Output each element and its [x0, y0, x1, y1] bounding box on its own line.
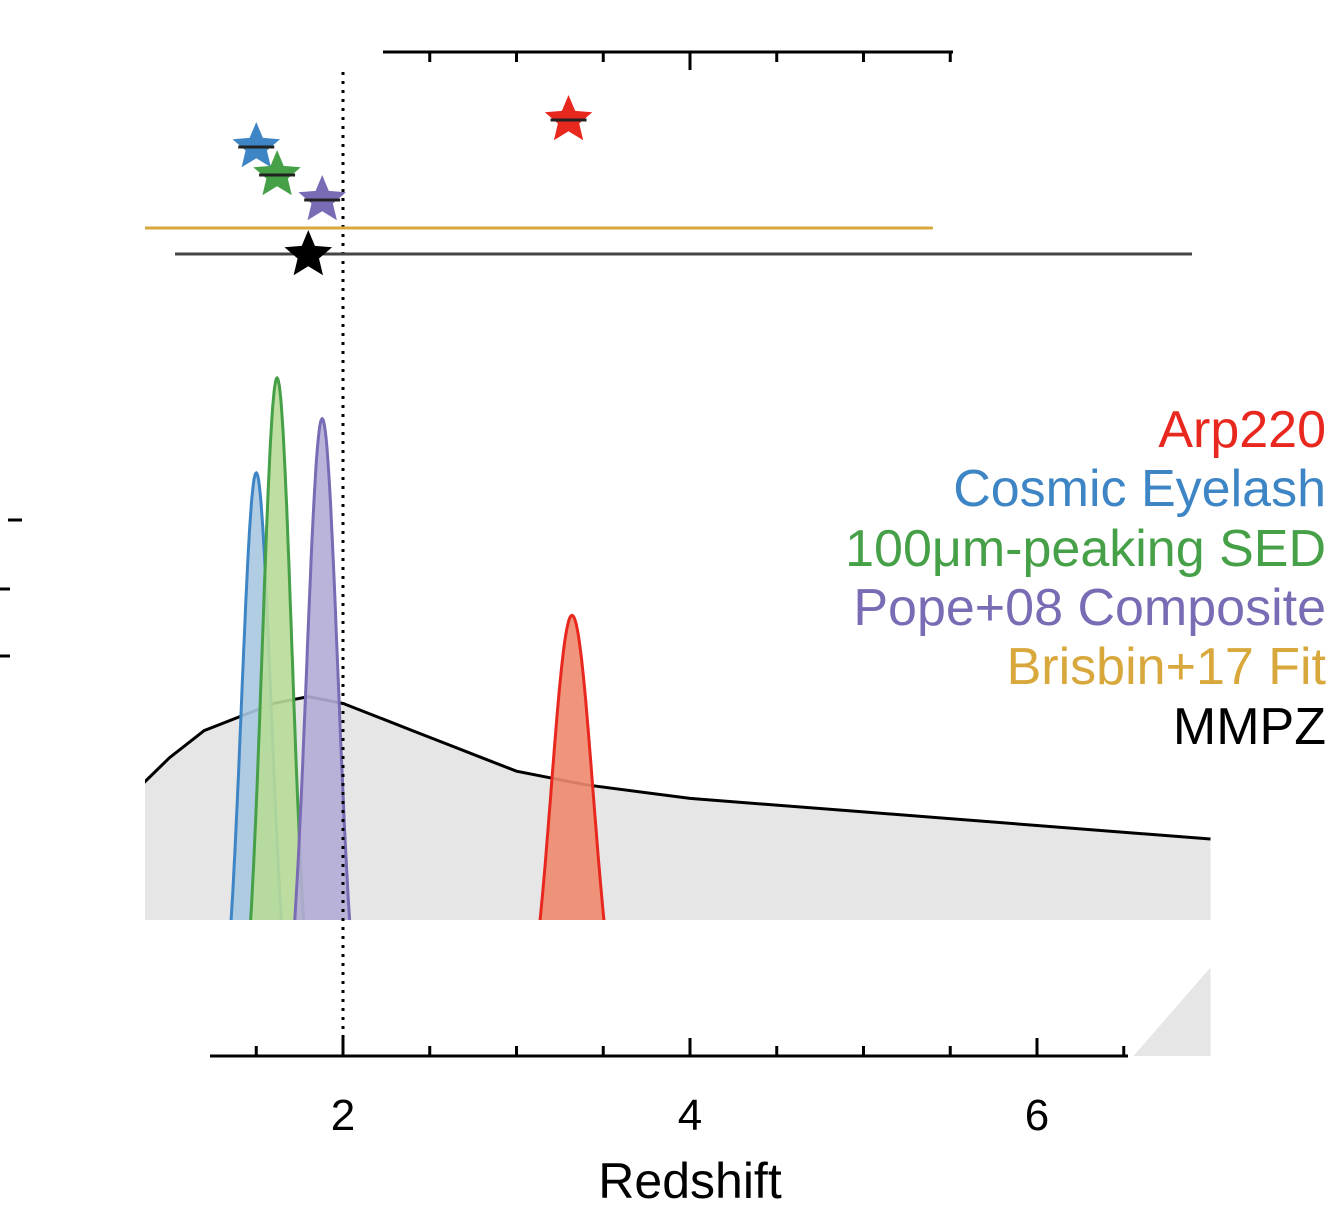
pdf-fill — [182, 472, 330, 1056]
legend-entry: Pope+08 Composite — [853, 579, 1326, 637]
mmpz-area — [145, 696, 1211, 1056]
bottom-axis: 2 4 6 Redshift — [210, 1038, 1128, 1209]
x-tick-label: 6 — [1025, 1091, 1049, 1140]
best-fit-stars — [232, 95, 593, 276]
bottom-axis-ticks — [254, 1038, 1126, 1056]
legend-entry: Cosmic Eyelash — [953, 460, 1326, 518]
x-axis-label: Redshift — [598, 1153, 782, 1209]
top-axis-ticks — [428, 52, 952, 70]
legend-entry: 100μm-peaking SED — [845, 520, 1326, 578]
star-marker — [284, 230, 333, 276]
star-marker — [298, 175, 346, 221]
redshift-ranges — [145, 226, 1192, 256]
legend-entry: Arp220 — [1158, 401, 1326, 459]
top-axis — [383, 50, 953, 70]
pdf-fill — [203, 378, 351, 1056]
legend-entry: Brisbin+17 Fit — [1007, 638, 1327, 696]
pdf-fill — [467, 615, 677, 1056]
mmpz-curve — [145, 695, 1211, 1003]
left-ticks — [0, 518, 22, 658]
pdf-fill — [244, 418, 400, 1056]
x-tick-label: 2 — [331, 1091, 355, 1140]
x-tick-label: 4 — [678, 1091, 702, 1140]
star-marker — [232, 122, 280, 168]
star-marker — [544, 95, 593, 141]
x-tick-labels: 2 4 6 — [331, 1091, 1049, 1140]
legend-entry: MMPZ — [1173, 698, 1326, 756]
star-marker — [253, 150, 301, 196]
